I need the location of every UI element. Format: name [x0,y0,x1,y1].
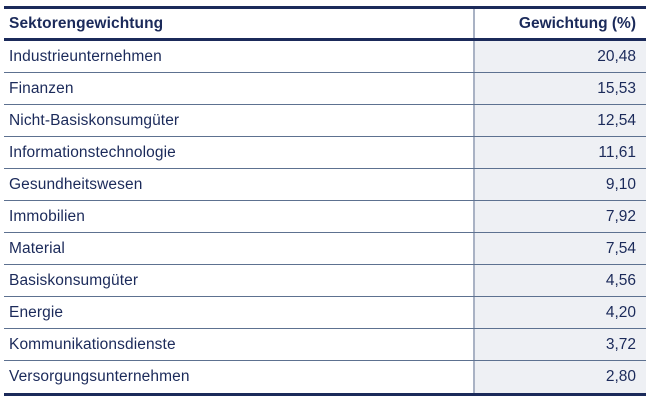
sector-name-cell: Finanzen [9,79,74,97]
weight-value-cell: 12,54 [473,105,646,136]
table-row: Kommunikationsdienste 3,72 [4,329,646,361]
weight-value-cell: 4,56 [473,265,646,296]
weight-value-cell: 2,80 [473,361,646,393]
table-row: Basiskonsumgüter 4,56 [4,265,646,297]
table-row: Nicht-Basiskonsumgüter 12,54 [4,105,646,137]
weight-value-cell: 4,20 [473,297,646,328]
sector-weighting-table: Sektorengewichtung Gewichtung (%) Indust… [4,6,646,396]
sector-name-cell: Immobilien [9,207,85,225]
weight-value-cell: 3,72 [473,329,646,360]
table-header-row: Sektorengewichtung Gewichtung (%) [4,9,646,41]
table-row: Energie 4,20 [4,297,646,329]
sector-name-cell: Nicht-Basiskonsumgüter [9,111,180,129]
sector-name-cell: Informationstechnologie [9,143,176,161]
sector-name-cell: Versorgungsunternehmen [9,368,190,385]
sector-name-cell: Basiskonsumgüter [9,271,139,289]
header-sector-label: Sektorengewichtung [9,14,164,32]
weight-value-cell: 7,54 [473,233,646,264]
weight-value-cell: 20,48 [473,41,646,72]
sector-name-cell: Kommunikationsdienste [9,335,176,353]
header-weight-label: Gewichtung (%) [473,9,646,38]
table-row: Informationstechnologie 11,61 [4,137,646,169]
sector-name-cell: Material [9,239,65,257]
table-row: Industrieunternehmen 20,48 [4,41,646,73]
table-row: Gesundheitswesen 9,10 [4,169,646,201]
table-row: Versorgungsunternehmen 2,80 [4,361,646,393]
weight-value-cell: 7,92 [473,201,646,232]
weight-value-cell: 11,61 [473,137,646,168]
table-row: Immobilien 7,92 [4,201,646,233]
sector-name-cell: Energie [9,303,64,321]
table-row: Finanzen 15,53 [4,73,646,105]
table-row: Material 7,54 [4,233,646,265]
sector-name-cell: Industrieunternehmen [9,47,162,65]
weight-value-cell: 9,10 [473,169,646,200]
sector-name-cell: Gesundheitswesen [9,175,143,193]
weight-value-cell: 15,53 [473,73,646,104]
